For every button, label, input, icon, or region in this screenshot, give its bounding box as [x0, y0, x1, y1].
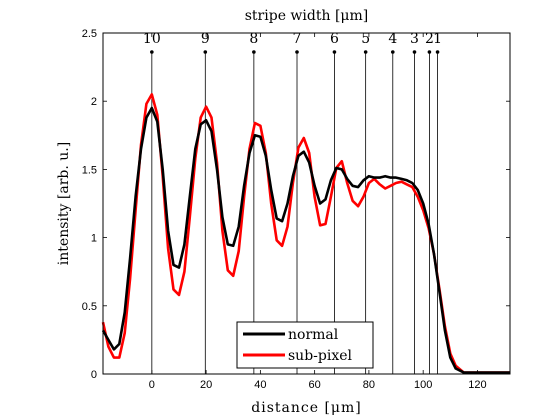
stripe-marker-1: [435, 50, 440, 54]
legend-label-normal: normal: [288, 327, 339, 343]
legend-box: [236, 321, 374, 369]
stripe-marker-6: [332, 50, 337, 54]
x-tick-label-20: 20: [200, 379, 212, 391]
legend: normal sub-pixel: [236, 321, 374, 369]
stripe-label-2: 2: [425, 31, 434, 47]
y-tick-label-0.5: 0.5: [82, 301, 97, 313]
stripe-marker-2: [427, 50, 432, 54]
stripe-label-4: 4: [388, 31, 397, 47]
stripe-label-9: 9: [201, 31, 210, 47]
x-axis-ticks: 0 20 40 60 80 100 120: [149, 33, 487, 391]
x-axis-label: distance [μm]: [251, 400, 362, 416]
y-tick-label-0: 0: [91, 369, 97, 381]
y-tick-label-2.5: 2.5: [82, 28, 97, 40]
y-tick-label-1: 1: [91, 233, 97, 245]
y-axis-ticks: 0 0.5 1 1.5 2 2.5: [82, 28, 510, 381]
top-axis-label: stripe width [μm]: [245, 8, 369, 24]
stripe-marker-10: [150, 50, 154, 54]
x-tick-label-0: 0: [149, 379, 155, 391]
legend-label-sub-pixel: sub-pixel: [288, 348, 353, 364]
stripe-width-labels: 10 9 8 7 6 5 4 3 2 1: [143, 31, 442, 47]
stripe-label-5: 5: [361, 31, 370, 47]
stripe-marker-7: [295, 50, 299, 54]
y-tick-label-1.5: 1.5: [82, 164, 97, 176]
plot-frame: [102, 32, 511, 375]
y-tick-label-2: 2: [91, 96, 97, 108]
series-layer: [101, 93, 510, 374]
series-line-normal: [101, 106, 510, 374]
stripe-marker-3: [412, 50, 417, 54]
stripe-marker-9: [203, 50, 208, 54]
stripe-label-6: 6: [330, 31, 339, 47]
x-tick-label-80: 80: [363, 379, 375, 391]
stripe-label-10: 10: [143, 31, 161, 47]
x-tick-label-120: 120: [468, 379, 486, 391]
stripe-label-3: 3: [410, 31, 419, 47]
stripe-marker-4: [390, 50, 395, 54]
stripe-label-1: 1: [433, 31, 442, 47]
stripe-marker-5: [363, 50, 368, 54]
y-axis-label: intensity [arb. u.]: [56, 142, 72, 265]
stripe-label-7: 7: [293, 31, 302, 47]
x-tick-label-40: 40: [254, 379, 266, 391]
stripe-marker-lines: [150, 50, 440, 374]
x-tick-label-60: 60: [309, 379, 321, 391]
stripe-marker-8: [252, 50, 256, 54]
x-tick-label-100: 100: [414, 379, 432, 391]
stripe-label-8: 8: [249, 31, 258, 47]
